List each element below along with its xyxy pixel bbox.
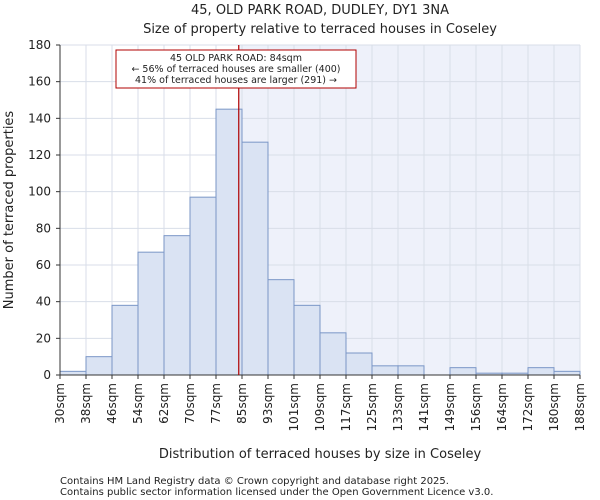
y-tick-label: 120: [28, 148, 51, 162]
x-tick-label: 101sqm: [287, 383, 301, 431]
histogram-bar: [163, 235, 191, 376]
y-tick-label: 40: [36, 295, 51, 309]
footer-line-1: Contains HM Land Registry data © Crown c…: [60, 476, 449, 487]
histogram-bar: [553, 370, 581, 376]
histogram-bar: [189, 196, 217, 376]
y-tick-label: 0: [43, 368, 51, 382]
y-tick-label: 160: [28, 75, 51, 89]
x-tick-label: 62sqm: [157, 383, 171, 424]
annotation-line: ← 56% of terraced houses are smaller (40…: [131, 64, 340, 75]
histogram-bar: [345, 352, 373, 376]
footer-line-2: Contains public sector information licen…: [60, 487, 493, 498]
x-tick-label: 149sqm: [443, 383, 457, 431]
x-tick-label: 85sqm: [235, 383, 249, 424]
x-tick-label: 172sqm: [521, 383, 535, 431]
annotation-box: [115, 49, 357, 89]
y-tick-label: 60: [36, 258, 51, 272]
x-tick-label: 54sqm: [131, 383, 145, 424]
histogram-bar: [267, 279, 295, 376]
x-tick-label: 30sqm: [53, 383, 67, 424]
annotation-line: 41% of terraced houses are larger (291) …: [135, 75, 337, 86]
histogram-bar: [397, 365, 425, 376]
histogram-bar: [85, 356, 113, 376]
histogram-bar: [137, 251, 165, 376]
x-tick-label: 156sqm: [469, 383, 483, 431]
histogram-bar: [215, 108, 243, 376]
histogram-bar: [371, 365, 399, 376]
annotation-line: 45 OLD PARK ROAD: 84sqm: [170, 53, 302, 64]
x-tick-label: 46sqm: [105, 383, 119, 424]
x-tick-label: 109sqm: [313, 383, 327, 431]
x-tick-label: 141sqm: [417, 383, 431, 431]
x-tick-label: 125sqm: [365, 383, 379, 431]
x-axis-label: Distribution of terraced houses by size …: [159, 447, 482, 462]
histogram-bar: [293, 304, 321, 376]
x-tick-label: 180sqm: [547, 383, 561, 431]
chart-subtitle: Size of property relative to terraced ho…: [143, 22, 497, 37]
histogram-bar: [527, 367, 555, 376]
histogram-bar: [449, 367, 477, 376]
x-tick-label: 70sqm: [183, 383, 197, 424]
chart-title: 45, OLD PARK ROAD, DUDLEY, DY1 3NA: [191, 3, 449, 18]
histogram-bar: [59, 370, 87, 376]
y-tick-label: 140: [28, 111, 51, 125]
x-tick-label: 133sqm: [391, 383, 405, 431]
x-tick-label: 164sqm: [495, 383, 509, 431]
x-tick-label: 77sqm: [209, 383, 223, 424]
histogram-bar: [319, 332, 347, 376]
y-tick-label: 100: [28, 185, 51, 199]
x-tick-label: 38sqm: [79, 383, 93, 424]
histogram-bar: [111, 304, 139, 376]
x-tick-label: 117sqm: [339, 383, 353, 431]
y-tick-label: 20: [36, 331, 51, 345]
x-tick-label: 93sqm: [261, 383, 275, 424]
y-axis-label: Number of terraced properties: [2, 111, 17, 310]
y-tick-label: 180: [28, 38, 51, 52]
plot-area: 0 20 40 60 80 100 120 140 160 180 30sqm 38sqm 46sqm 5…: [28, 38, 587, 431]
x-tick-label: 188sqm: [573, 383, 587, 431]
histogram-bar: [241, 141, 269, 376]
y-tick-label: 80: [36, 221, 51, 235]
